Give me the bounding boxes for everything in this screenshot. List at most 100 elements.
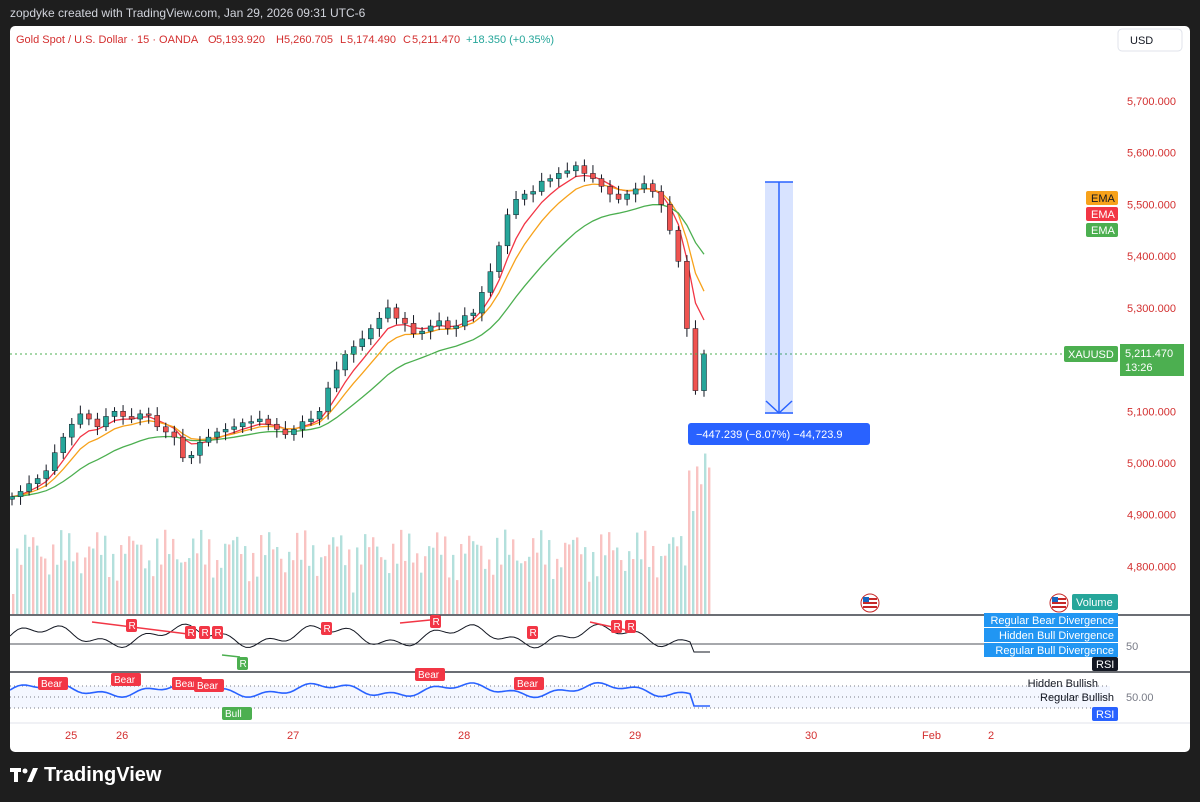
candle (564, 170, 571, 174)
price-tag-countdown: 13:26 (1125, 362, 1153, 374)
candle (205, 436, 212, 443)
volume-bar (680, 536, 683, 614)
regular-bullish-legend: Regular Bullish (1040, 692, 1114, 704)
volume-bar (616, 547, 619, 614)
volume-bar (444, 536, 447, 614)
candle (197, 442, 203, 456)
volume-bar (596, 576, 599, 614)
us-flag-icon[interactable] (1049, 593, 1069, 613)
volume-bar (412, 562, 415, 614)
divergence-marker (611, 620, 622, 633)
volume-bar (336, 546, 339, 614)
candle (308, 418, 314, 422)
candle (26, 483, 32, 492)
divergence-marker-label: R (129, 621, 136, 632)
measure-label-box (688, 423, 870, 445)
volume-bar (544, 564, 547, 614)
volume-bar (440, 554, 443, 614)
volume-bar (340, 535, 343, 614)
volume-bar (552, 578, 555, 614)
volume-bar (692, 511, 695, 614)
symbol-legend[interactable]: Gold Spot / U.S. Dollar · 15 · OANDA O 5… (16, 34, 554, 46)
volume-bar (536, 552, 539, 614)
price-axis[interactable]: 5,700.000 5,600.000 5,500.000 5,400.000 5,30… (1127, 96, 1176, 573)
price-axis-tick: 5,500.000 (1127, 199, 1176, 211)
rsi-marker (415, 668, 445, 681)
volume-bar (548, 540, 551, 614)
volume-bar (116, 580, 119, 614)
rsi-marker-label: Bear (114, 675, 136, 686)
candle (43, 470, 49, 479)
candle (342, 354, 348, 371)
chart-frame[interactable]: Gold Spot / U.S. Dollar · 15 · OANDA O 5… (10, 26, 1190, 752)
bull-divergence-line (221, 654, 241, 658)
volume-bar (144, 568, 147, 614)
candle (34, 478, 41, 484)
us-flag-icon[interactable] (860, 593, 880, 613)
divergence-marker-label: R (433, 617, 440, 628)
volume-bar (392, 543, 395, 614)
candle (60, 436, 67, 453)
volume-bar (520, 563, 523, 614)
candle (419, 330, 425, 334)
candle (427, 325, 434, 332)
volume-bar (256, 576, 259, 614)
volume-bar (528, 556, 531, 614)
divergence-marker (430, 615, 441, 628)
divergence-marker (321, 622, 332, 635)
volume-bar (524, 561, 527, 614)
price-range-measure[interactable]: −447.239 (−8.07%) −44,723.9 (688, 181, 870, 445)
close-label: C (403, 34, 411, 46)
time-axis-label: 27 (287, 730, 299, 742)
candle (77, 413, 84, 425)
divergence-legend-label: Regular Bear Divergence (990, 615, 1114, 627)
price-axis-tick: 5,600.000 (1127, 148, 1176, 160)
volume-bar (72, 561, 75, 614)
volume-bar (88, 546, 91, 614)
candle (667, 204, 673, 231)
rsi-level: 50.00 (1126, 692, 1154, 704)
candle (547, 178, 553, 182)
volume-bar (240, 554, 243, 614)
volume-bar (424, 556, 427, 614)
rsi-tag-label: RSI (1096, 709, 1114, 721)
volume-bar (320, 557, 323, 614)
close-value: 5,211.470 (412, 34, 460, 46)
volume-bar (420, 572, 423, 614)
volume-bar (324, 556, 327, 614)
volume-bar (112, 553, 115, 614)
volume-bar (376, 546, 379, 614)
volume-bar (292, 560, 295, 614)
volume-bar (40, 556, 43, 614)
divergence-marker (185, 626, 196, 639)
ema-lines (11, 174, 705, 498)
volume-bar (572, 539, 575, 614)
volume-bar (232, 540, 235, 614)
tradingview-logo[interactable]: TradingView (10, 763, 161, 787)
volume-bar (588, 581, 591, 614)
time-axis[interactable]: 25 26 27 28 29 30 Feb 2 (65, 730, 994, 742)
volume-bar (284, 572, 287, 614)
candle (222, 429, 229, 433)
candle (556, 173, 562, 179)
volume-bar (360, 564, 363, 614)
divergence-marker-label: R (202, 628, 209, 639)
volume-bar (96, 532, 99, 614)
currency-button[interactable]: USD (1117, 28, 1183, 52)
candlestick-series (10, 159, 707, 506)
volume-bar (540, 530, 543, 614)
volume-bar (568, 544, 571, 614)
candle (51, 452, 58, 472)
ema-line (11, 174, 705, 498)
volume-bar (152, 576, 155, 614)
open-value: 5,193.920 (216, 34, 265, 46)
rsi-marker-label: Bear (41, 679, 63, 690)
volume-bar (660, 556, 663, 614)
volume-bar (380, 557, 383, 614)
volume-tag[interactable] (1072, 594, 1118, 610)
divergence-legend-item (984, 643, 1118, 657)
change-value: +18.350 (+0.35%) (466, 34, 554, 46)
